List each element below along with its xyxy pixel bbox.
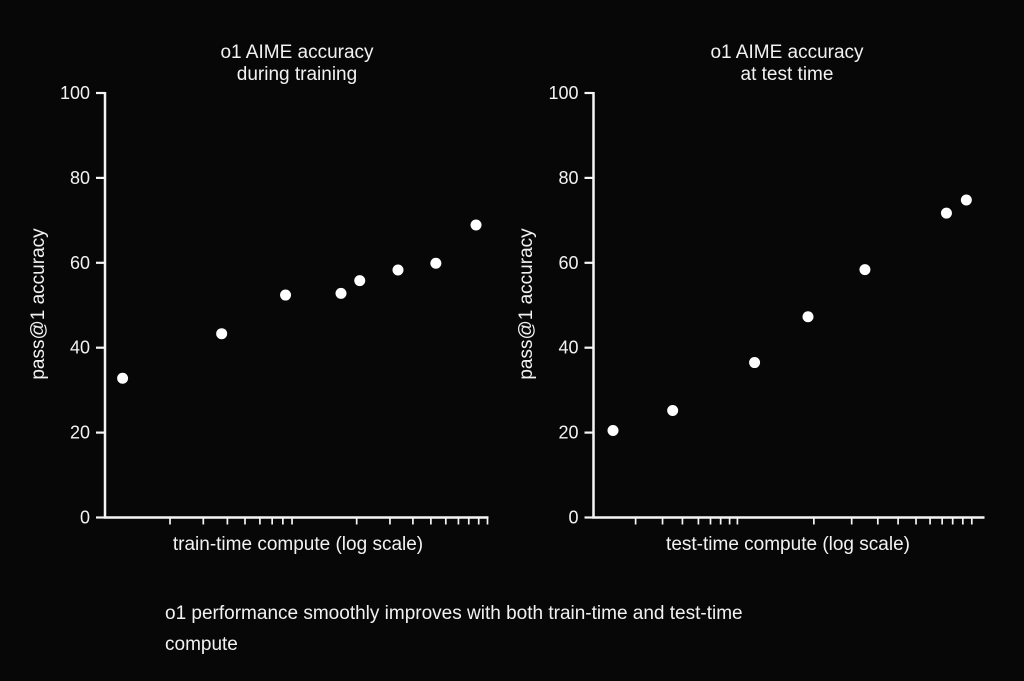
left-scatter-chart: 0 20 40 60 80 100 (60, 83, 489, 528)
right-data-point (802, 311, 814, 323)
right-data-point (667, 405, 679, 417)
right-chart-title-line1: o1 AIME accuracy (710, 42, 864, 63)
right-y-tick-label: 0 (568, 508, 578, 528)
right-data-point (960, 194, 972, 206)
left-data-point (216, 328, 228, 340)
figure-caption: o1 performance smoothly improves with bo… (165, 598, 743, 660)
right-data-point (859, 264, 871, 276)
left-y-tick-label: 40 (70, 338, 90, 358)
right-y-axis-label: pass@1 accuracy (516, 228, 537, 380)
left-y-tick-label: 80 (70, 168, 90, 188)
right-scatter-chart: 0 20 40 60 80 100 (548, 83, 985, 528)
figure-caption-line1: o1 performance smoothly improves with bo… (165, 603, 743, 624)
left-chart-title-line2: during training (236, 64, 358, 85)
left-data-point (470, 219, 482, 231)
left-data-point (335, 287, 347, 299)
left-data-point (430, 257, 442, 269)
right-x-axis-label: test-time compute (log scale) (666, 534, 910, 555)
left-chart-title: o1 AIME accuracy during training (220, 42, 373, 86)
left-data-point (280, 289, 292, 301)
right-y-tick-label: 60 (558, 253, 578, 273)
figure-caption-line2: compute (165, 634, 238, 655)
left-chart-title-line1: o1 AIME accuracy (220, 42, 374, 63)
right-y-tick-label: 100 (548, 83, 578, 103)
right-y-tick-label: 20 (558, 423, 578, 443)
left-y-tick-label: 100 (60, 83, 90, 103)
right-chart-title-line2: at test time (740, 64, 834, 85)
right-y-tick-label: 80 (558, 168, 578, 188)
right-data-point (607, 424, 619, 436)
right-y-tick-label: 40 (558, 338, 578, 358)
right-data-point (940, 207, 952, 219)
left-y-tick-label: 60 (70, 253, 90, 273)
right-data-point (749, 357, 761, 369)
right-axis-spines (592, 92, 985, 519)
left-axis-spines (103, 92, 489, 519)
right-chart-title: o1 AIME accuracy at test time (710, 42, 863, 86)
left-y-axis-label: pass@1 accuracy (28, 228, 49, 380)
left-y-tick-label: 20 (70, 423, 90, 443)
left-data-point (354, 275, 366, 287)
left-data-point (117, 372, 129, 384)
left-x-axis-label: train-time compute (log scale) (172, 534, 424, 555)
left-data-point (392, 264, 404, 276)
left-y-tick-label: 0 (80, 508, 90, 528)
